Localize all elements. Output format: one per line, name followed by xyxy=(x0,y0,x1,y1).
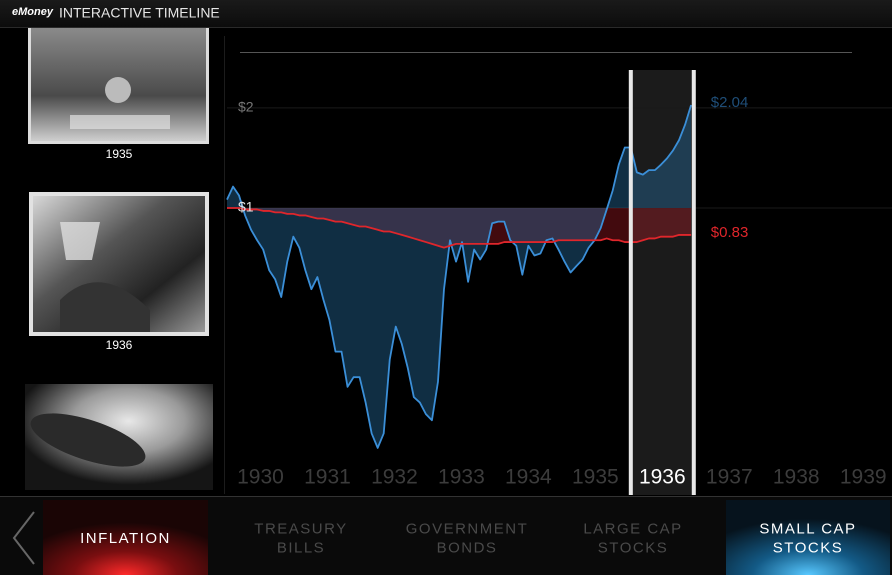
selected-year-edge xyxy=(691,70,696,495)
tab-label[interactable]: STOCKS xyxy=(773,539,843,556)
tab-label[interactable]: GOVERNMENT xyxy=(406,520,529,537)
photo-detail xyxy=(30,413,146,467)
series-line xyxy=(226,104,692,449)
brand-logo[interactable]: eMoney xyxy=(12,6,54,18)
x-tick-label[interactable]: 1938 xyxy=(773,466,820,489)
header-bar xyxy=(0,0,892,27)
x-tick-label[interactable]: 1930 xyxy=(237,466,284,489)
x-tick-label[interactable]: 1934 xyxy=(505,466,552,489)
y-tick-label: $1 xyxy=(238,199,254,215)
x-tick-label[interactable]: 1936 xyxy=(639,466,686,489)
header-title: INTERACTIVE TIMELINE xyxy=(59,5,220,21)
photo-detail xyxy=(60,282,150,332)
tab-active-bg[interactable] xyxy=(43,500,208,575)
photo-detail xyxy=(70,115,170,129)
series-end-label: $0.83 xyxy=(711,224,749,241)
x-tick-label[interactable]: 1932 xyxy=(371,466,418,489)
x-tick-label[interactable]: 1935 xyxy=(572,466,619,489)
tab-label[interactable]: TREASURY xyxy=(254,520,347,537)
photo-detail xyxy=(60,222,100,260)
tabs: INFLATION TREASURY BILLS GOVERNMENT BONDS LAR… xyxy=(43,500,890,575)
back-arrow[interactable] xyxy=(12,511,35,565)
x-tick-label[interactable]: 1933 xyxy=(438,466,485,489)
y-tick-label: $2 xyxy=(238,99,254,115)
tab-active-bg[interactable] xyxy=(726,500,890,575)
chart: $2 $1 $2.04 $0.83 1930 1931 1932 1933 1934 1935 19… xyxy=(224,36,892,495)
tab-label[interactable]: STOCKS xyxy=(598,539,668,556)
x-tick-label[interactable]: 1939 xyxy=(840,466,887,489)
series-end-label: $2.04 xyxy=(711,94,749,111)
tab-label[interactable]: LARGE CAP xyxy=(583,520,682,537)
photo-detail xyxy=(105,77,131,103)
tab-label[interactable]: SMALL CAP xyxy=(759,520,856,537)
tab-label[interactable]: INFLATION xyxy=(80,530,171,547)
tab-label[interactable]: BONDS xyxy=(437,539,498,556)
selected-year-band[interactable] xyxy=(628,70,696,495)
photo-caption: 1935 xyxy=(106,147,133,161)
series-line xyxy=(227,207,692,249)
x-tick-label[interactable]: 1937 xyxy=(706,466,753,489)
series-area xyxy=(227,105,692,448)
x-tick-label[interactable]: 1931 xyxy=(304,466,351,489)
selected-year-edge xyxy=(628,70,633,495)
series-area xyxy=(227,208,692,248)
photo-caption: 1936 xyxy=(106,338,133,352)
tab-label[interactable]: BILLS xyxy=(277,539,325,556)
